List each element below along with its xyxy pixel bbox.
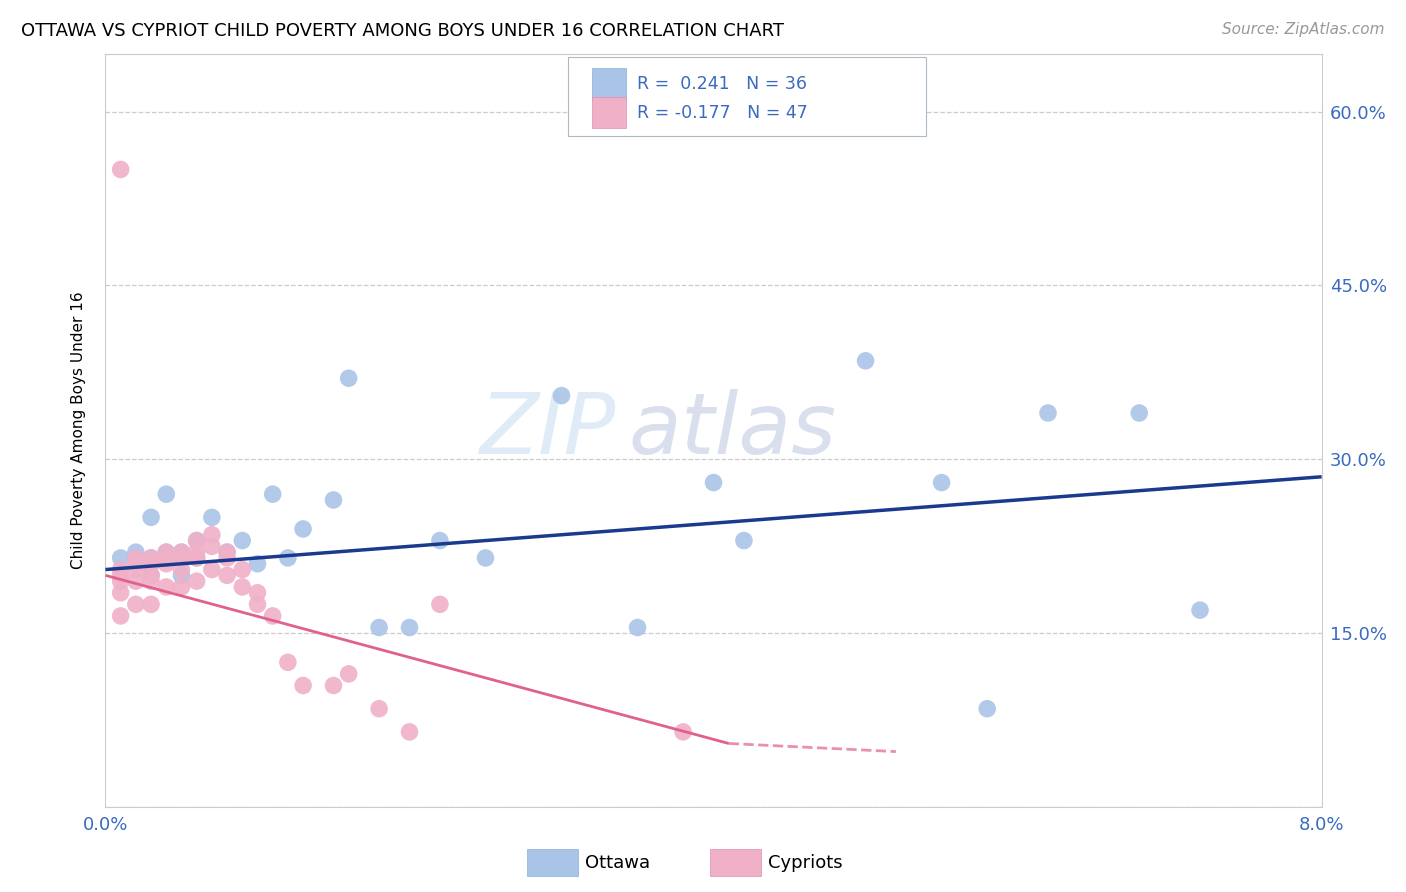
Point	[139, 557, 162, 571]
Point	[231, 533, 253, 548]
Point	[155, 545, 177, 559]
Point	[110, 609, 132, 624]
Point	[217, 545, 239, 559]
Point	[337, 371, 360, 385]
Point	[110, 551, 132, 566]
Point	[292, 679, 315, 693]
Point	[186, 551, 208, 566]
Y-axis label: Child Poverty Among Boys Under 16: Child Poverty Among Boys Under 16	[72, 292, 86, 569]
Point	[110, 586, 132, 600]
Text: R = -0.177   N = 47: R = -0.177 N = 47	[637, 103, 807, 121]
Point	[170, 545, 193, 559]
Point	[125, 551, 148, 566]
Point	[262, 487, 284, 501]
Point	[170, 551, 193, 566]
Point	[322, 679, 344, 693]
Point	[201, 539, 224, 553]
Point	[155, 557, 177, 571]
Point	[155, 580, 177, 594]
Point	[217, 551, 239, 566]
Point	[231, 563, 253, 577]
Point	[201, 528, 224, 542]
Point	[626, 621, 648, 635]
Point	[292, 522, 315, 536]
Point	[139, 568, 162, 582]
Point	[368, 701, 391, 715]
Text: Ottawa: Ottawa	[585, 854, 650, 871]
Text: Source: ZipAtlas.com: Source: ZipAtlas.com	[1222, 22, 1385, 37]
Point	[139, 510, 162, 524]
Text: Cypriots: Cypriots	[768, 854, 842, 871]
Point	[246, 557, 269, 571]
Point	[110, 568, 132, 582]
Point	[733, 533, 755, 548]
Point	[155, 545, 177, 559]
Text: OTTAWA VS CYPRIOT CHILD POVERTY AMONG BOYS UNDER 16 CORRELATION CHART: OTTAWA VS CYPRIOT CHILD POVERTY AMONG BO…	[21, 22, 785, 40]
Point	[246, 598, 269, 612]
Point	[125, 598, 148, 612]
Point	[277, 655, 299, 669]
Point	[170, 563, 193, 577]
Point	[186, 574, 208, 589]
FancyBboxPatch shape	[568, 57, 927, 136]
Point	[139, 551, 162, 566]
Text: ZIP: ZIP	[479, 389, 616, 472]
Point	[139, 598, 162, 612]
Point	[125, 551, 148, 566]
Point	[1128, 406, 1150, 420]
Point	[155, 487, 177, 501]
Point	[125, 563, 148, 577]
Point	[277, 551, 299, 566]
Point	[429, 533, 451, 548]
Point	[186, 551, 208, 566]
Point	[262, 609, 284, 624]
Point	[110, 162, 132, 177]
Point	[139, 551, 162, 566]
Point	[110, 563, 132, 577]
Point	[170, 580, 193, 594]
Point	[155, 551, 177, 566]
Point	[337, 667, 360, 681]
Point	[398, 621, 420, 635]
Point	[170, 551, 193, 566]
FancyBboxPatch shape	[592, 68, 626, 100]
Point	[474, 551, 496, 566]
Point	[186, 533, 208, 548]
Point	[855, 354, 877, 368]
Point	[125, 574, 148, 589]
Point	[170, 545, 193, 559]
Point	[186, 533, 208, 548]
Point	[186, 545, 208, 559]
Point	[398, 724, 420, 739]
Point	[110, 574, 132, 589]
Point	[672, 724, 695, 739]
Point	[322, 492, 344, 507]
Point	[976, 701, 998, 715]
Point	[139, 568, 162, 582]
Point	[217, 568, 239, 582]
Point	[125, 557, 148, 571]
Point	[201, 510, 224, 524]
Point	[217, 545, 239, 559]
Text: atlas: atlas	[628, 389, 837, 472]
Point	[550, 389, 572, 403]
Point	[702, 475, 725, 490]
Point	[201, 563, 224, 577]
Point	[246, 586, 269, 600]
Point	[139, 574, 162, 589]
FancyBboxPatch shape	[592, 97, 626, 128]
Point	[170, 568, 193, 582]
Point	[1188, 603, 1211, 617]
Point	[429, 598, 451, 612]
Text: R =  0.241   N = 36: R = 0.241 N = 36	[637, 75, 807, 93]
Point	[231, 580, 253, 594]
Point	[368, 621, 391, 635]
Point	[125, 545, 148, 559]
Point	[931, 475, 953, 490]
Point	[1036, 406, 1059, 420]
